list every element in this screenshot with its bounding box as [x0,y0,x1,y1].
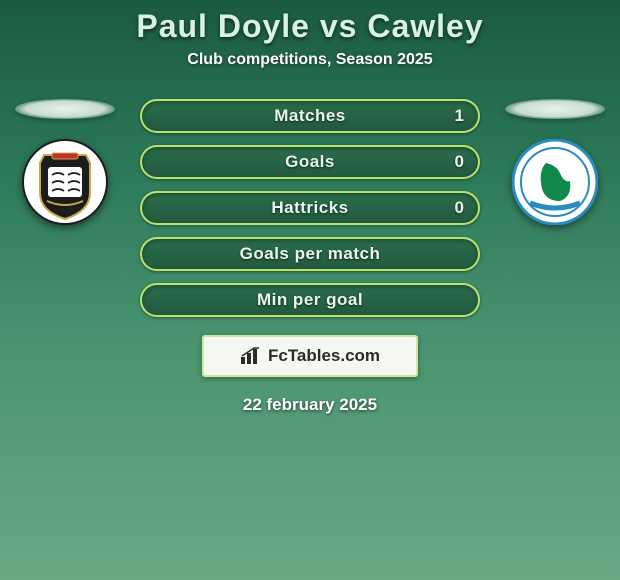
team-crest-right [512,139,598,225]
fctables-logo[interactable]: FcTables.com [202,335,418,377]
stat-value-right: 0 [455,198,464,218]
stat-bar-min-per-goal: Min per goal [140,283,480,317]
fctables-text: FcTables.com [268,346,380,366]
stat-label: Goals [285,152,335,172]
bars-icon [240,347,262,365]
date-text: 22 february 2025 [0,395,620,415]
stat-bar-goals-per-match: Goals per match [140,237,480,271]
right-column [500,99,610,225]
stat-bar-matches: Matches 1 [140,99,480,133]
page-title: Paul Doyle vs Cawley [0,8,620,45]
stat-bar-hattricks: Hattricks 0 [140,191,480,225]
stat-value-right: 0 [455,152,464,172]
main-row: Matches 1 Goals 0 Hattricks 0 Goals per … [0,99,620,317]
team-crest-left [22,139,108,225]
player-shadow-right [505,99,605,119]
stat-label: Min per goal [257,290,363,310]
page-subtitle: Club competitions, Season 2025 [0,51,620,69]
dundalk-crest-icon [22,139,108,225]
stat-label: Goals per match [240,244,381,264]
stat-value-right: 1 [455,106,464,126]
stat-label: Hattricks [271,198,348,218]
stats-column: Matches 1 Goals 0 Hattricks 0 Goals per … [140,99,480,317]
left-column [10,99,120,225]
player-shadow-left [15,99,115,119]
comparison-widget: Paul Doyle vs Cawley Club competitions, … [0,0,620,415]
finn-harps-crest-icon [512,139,598,225]
stat-label: Matches [274,106,346,126]
stat-bar-goals: Goals 0 [140,145,480,179]
